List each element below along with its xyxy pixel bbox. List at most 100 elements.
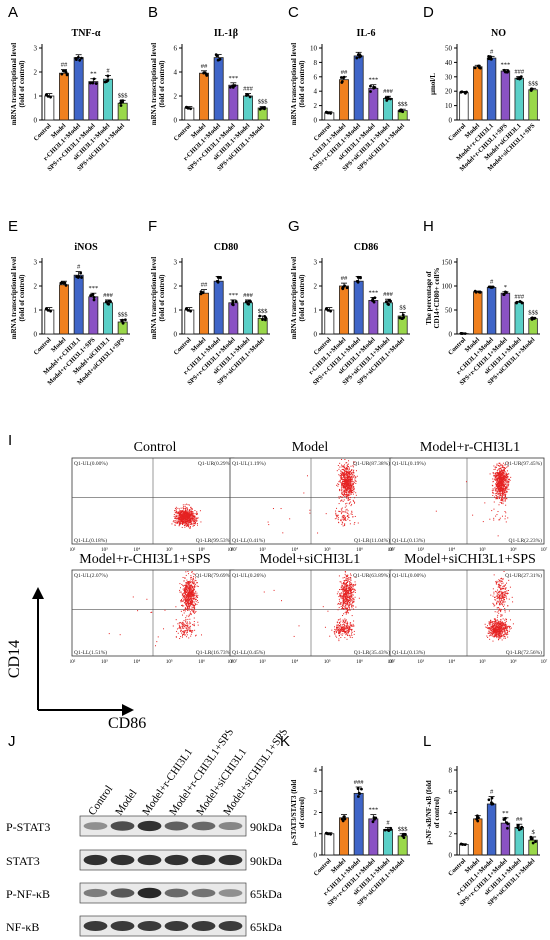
significance-label: $$$ bbox=[258, 99, 269, 106]
data-point bbox=[519, 827, 523, 831]
quadrant-ur-label: Q1-UR(63.89%) bbox=[353, 572, 390, 579]
significance-label: ## bbox=[341, 275, 348, 282]
y-tick-label: 30 bbox=[445, 73, 453, 81]
panel-letter-c: C bbox=[288, 4, 299, 21]
bar bbox=[324, 309, 335, 335]
flow-y-axis-label: CD14 bbox=[6, 639, 24, 679]
flow-title-model-sichi3l1-sps: Model+siCHI3L1+SPS bbox=[404, 552, 536, 567]
data-point bbox=[398, 109, 402, 113]
bar bbox=[397, 835, 408, 856]
y-tick-label: 1 bbox=[314, 830, 318, 838]
y-tick-label: 0 bbox=[449, 117, 453, 125]
data-point bbox=[502, 818, 506, 821]
data-point bbox=[474, 290, 478, 294]
data-point bbox=[61, 69, 65, 73]
quadrant-lr-label: Q1-LR(2.23%) bbox=[509, 537, 543, 544]
bar bbox=[368, 87, 379, 121]
quadrant-ul-label: Q1-UL(1.19%) bbox=[232, 460, 266, 467]
blot-strip bbox=[79, 882, 247, 904]
data-point bbox=[359, 276, 362, 280]
data-point bbox=[372, 300, 376, 304]
bar bbox=[473, 66, 483, 121]
y-axis-label: mRNA transcriptional level(fold of contr… bbox=[290, 257, 306, 339]
chart-title: IL-1β bbox=[214, 28, 238, 39]
quadrant-ur-label: Q1-UR(87.38%) bbox=[353, 460, 390, 467]
data-point bbox=[258, 314, 262, 318]
flow-x-tick-label: 10⁵ bbox=[166, 547, 173, 553]
panel-letter-b: B bbox=[148, 4, 159, 21]
data-point bbox=[79, 271, 83, 275]
data-point bbox=[341, 286, 344, 290]
data-point bbox=[189, 309, 192, 313]
chart-title: IL-6 bbox=[357, 28, 376, 39]
bar bbox=[500, 292, 511, 335]
flow-x-tick-label: 10⁷ bbox=[231, 547, 238, 553]
significance-label: ### bbox=[243, 86, 254, 93]
data-point bbox=[216, 58, 220, 62]
quadrant-ul-label: Q1-UL(0.00%) bbox=[74, 460, 108, 467]
y-axis-label: p-STAT3/STAT3 (foldof control) bbox=[290, 780, 306, 846]
data-point bbox=[77, 275, 81, 279]
y-tick-label: 3 bbox=[34, 45, 38, 53]
data-point bbox=[387, 829, 391, 832]
blot-band bbox=[83, 921, 108, 931]
category-label: Control bbox=[33, 122, 53, 142]
data-point bbox=[107, 299, 111, 303]
blot-band bbox=[110, 921, 135, 931]
data-point bbox=[489, 55, 492, 59]
bar bbox=[88, 296, 99, 335]
flow-x-tick-label: 10³ bbox=[418, 547, 425, 553]
flow-x-tick-label: 10⁶ bbox=[198, 659, 205, 665]
category-label: Control bbox=[173, 336, 193, 356]
blot-band bbox=[164, 888, 189, 898]
quadrant-ll-label: Q1-LL(0.18%) bbox=[74, 537, 107, 544]
data-point bbox=[189, 107, 192, 111]
blot-band bbox=[218, 822, 243, 830]
data-point bbox=[463, 332, 467, 336]
y-axis-label: mRNA transcriptional level(fold of contr… bbox=[150, 257, 166, 339]
data-point bbox=[371, 297, 375, 300]
data-point bbox=[463, 843, 467, 847]
y-tick-label: 1 bbox=[34, 307, 38, 315]
flow-dot-cloud bbox=[171, 503, 202, 529]
data-point bbox=[342, 815, 346, 819]
flow-x-tick-label: 10⁴ bbox=[291, 547, 298, 553]
bar bbox=[59, 72, 69, 121]
data-point bbox=[123, 318, 127, 322]
y-tick-label: 10 bbox=[445, 102, 453, 110]
chart-title: iNOS bbox=[74, 242, 98, 253]
flow-x-tick-label: 10⁵ bbox=[479, 659, 486, 665]
flow-plot-0: Q1-UL(0.00%) Q1-UR(0.29%) Q1-LL(0.18%) Q1-L… bbox=[70, 457, 238, 553]
blot-band bbox=[191, 854, 216, 866]
bar bbox=[473, 818, 483, 856]
bar bbox=[514, 826, 524, 856]
bar bbox=[339, 79, 349, 121]
significance-label: *** bbox=[228, 75, 238, 82]
data-point bbox=[199, 290, 203, 294]
data-point bbox=[534, 840, 537, 844]
data-point bbox=[529, 88, 533, 91]
bar bbox=[353, 792, 364, 856]
blot-kda-label: 65kDa bbox=[250, 887, 283, 901]
data-point bbox=[60, 281, 64, 285]
chart-f-cd80: CD80 mRNA transcriptional level(fold of c… bbox=[150, 242, 270, 387]
significance-label: ### bbox=[383, 88, 394, 95]
quadrant-ul-label: Q1-UL(0.19%) bbox=[392, 460, 426, 467]
significance-label: $$$ bbox=[118, 92, 129, 99]
bar bbox=[486, 57, 497, 121]
chart-g-cd86: CD86 mRNA transcriptional level(fold of c… bbox=[290, 242, 410, 387]
bar bbox=[353, 55, 364, 121]
flow-x-tick-label: 10⁶ bbox=[356, 659, 363, 665]
significance-label: ## bbox=[201, 282, 208, 289]
bar bbox=[353, 280, 364, 335]
flow-x-tick-label: 10⁷ bbox=[541, 659, 548, 665]
y-axis-label: mRNA transcriptional level(fold of contr… bbox=[10, 43, 26, 125]
significance-label: # bbox=[77, 264, 81, 271]
y-tick-label: 3 bbox=[34, 259, 38, 267]
quadrant-ul-label: Q1-UL(2.07%) bbox=[74, 572, 108, 579]
y-axis-label: mRNA transcriptional level(fold of contr… bbox=[150, 43, 166, 125]
y-tick-label: 50 bbox=[445, 307, 453, 315]
quadrant-ll-label: Q1-LL(1.51%) bbox=[74, 649, 107, 656]
data-point bbox=[248, 95, 252, 99]
data-point bbox=[119, 101, 123, 105]
